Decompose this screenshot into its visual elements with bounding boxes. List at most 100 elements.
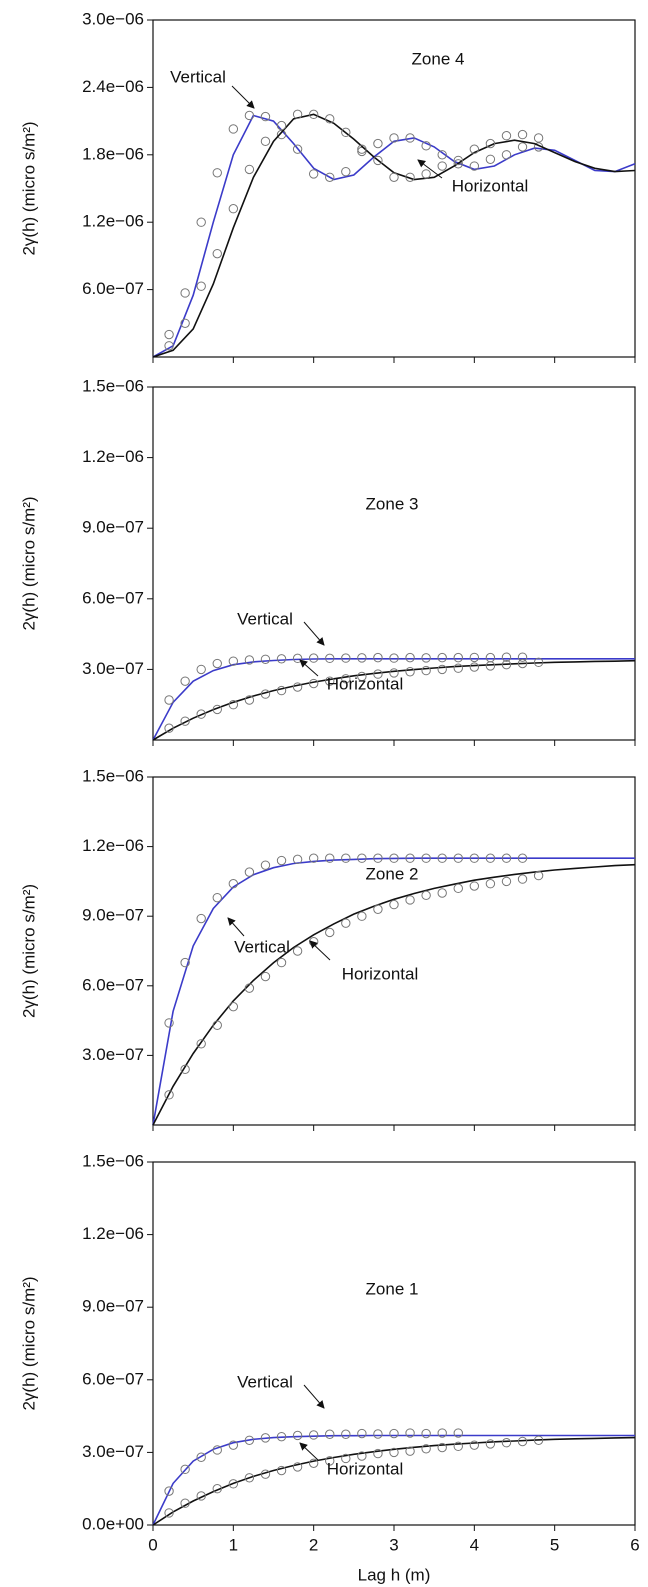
y-tick-label: 1.2e−06 <box>82 1224 144 1243</box>
zone-title: Zone 4 <box>412 49 465 68</box>
experimental-point <box>421 1444 431 1454</box>
experimental-point <box>164 1090 174 1100</box>
experimental-point <box>501 652 512 662</box>
experimental-point <box>260 860 271 870</box>
experimental-point <box>373 138 383 149</box>
curve-label: Vertical <box>170 67 226 86</box>
experimental-point <box>276 120 287 131</box>
experimental-point <box>196 1039 206 1049</box>
experimental-point <box>421 890 431 901</box>
y-tick-label: 2.4e−06 <box>82 77 144 96</box>
experimental-point <box>276 654 287 664</box>
x-tick-label: 5 <box>550 1535 559 1554</box>
experimental-point <box>196 1452 206 1462</box>
experimental-point <box>260 654 271 664</box>
experimental-point <box>357 671 367 682</box>
experimental-point <box>421 853 431 863</box>
experimental-point <box>405 667 415 677</box>
experimental-point <box>212 248 222 259</box>
experimental-point <box>276 129 287 140</box>
experimental-point <box>501 876 512 887</box>
experimental-point <box>212 658 222 669</box>
model-line <box>152 863 636 1126</box>
experimental-point <box>292 946 303 956</box>
experimental-point <box>437 888 447 898</box>
experimental-point <box>292 1462 303 1472</box>
experimental-point <box>517 652 528 662</box>
experimental-point <box>405 853 415 863</box>
experimental-point <box>244 164 255 175</box>
x-tick-label: 2 <box>309 1535 318 1554</box>
y-tick-label: 1.8e−06 <box>82 144 144 163</box>
experimental-point <box>373 1429 383 1439</box>
experimental-point <box>276 1465 287 1476</box>
experimental-point <box>501 150 512 160</box>
experimental-point <box>453 1428 463 1438</box>
experimental-point <box>517 853 528 863</box>
experimental-point <box>228 1001 239 1012</box>
curve-label: Horizontal <box>342 964 419 983</box>
curve-label: Vertical <box>237 609 293 628</box>
experimental-point <box>453 1441 463 1452</box>
zone-title: Zone 3 <box>366 494 419 513</box>
experimental-point <box>244 1473 255 1483</box>
experimental-point <box>260 689 271 699</box>
experimental-point <box>341 653 351 663</box>
experimental-point <box>228 204 239 214</box>
experimental-point <box>389 668 399 678</box>
x-axis-label: Lag h (m) <box>358 1565 431 1584</box>
experimental-point <box>180 288 190 298</box>
annotation-arrow <box>303 1384 325 1409</box>
experimental-point <box>453 883 463 894</box>
annotation-arrow <box>227 917 245 937</box>
experimental-point <box>244 867 255 877</box>
experimental-point <box>405 895 415 905</box>
experimental-point <box>437 652 447 663</box>
experimental-point <box>341 1429 351 1439</box>
y-tick-label: 3.0e−07 <box>82 1045 144 1064</box>
experimental-point <box>228 1479 239 1489</box>
experimental-point <box>212 704 222 715</box>
experimental-point <box>389 1428 399 1439</box>
experimental-point <box>196 709 206 719</box>
experimental-point <box>228 1440 239 1450</box>
experimental-point <box>373 1448 383 1459</box>
experimental-point <box>421 1428 431 1439</box>
experimental-point <box>533 657 544 668</box>
experimental-point <box>437 664 447 675</box>
annotation-arrow <box>231 85 255 109</box>
annotation-arrow <box>303 621 325 646</box>
experimental-point <box>485 138 496 149</box>
experimental-point <box>373 669 383 679</box>
experimental-point <box>357 1428 367 1439</box>
experimental-point <box>341 1453 351 1464</box>
experimental-point <box>341 166 351 177</box>
y-tick-label: 1.2e−06 <box>82 836 144 855</box>
experimental-point <box>357 653 367 663</box>
experimental-point <box>485 1439 496 1449</box>
experimental-point <box>292 854 303 865</box>
experimental-point <box>325 1456 335 1466</box>
experimental-point <box>453 652 463 663</box>
experimental-point <box>485 154 496 164</box>
experimental-point <box>276 855 287 866</box>
experimental-point <box>244 695 255 705</box>
experimental-point <box>292 109 303 120</box>
experimental-point <box>164 341 174 351</box>
experimental-point <box>180 676 190 686</box>
y-tick-label: 1.2e−06 <box>82 447 144 466</box>
y-tick-label: 6.0e−07 <box>82 588 144 607</box>
experimental-point <box>164 1508 174 1518</box>
experimental-point <box>196 664 206 675</box>
experimental-point <box>276 685 287 696</box>
experimental-point <box>260 1433 271 1443</box>
experimental-point <box>292 144 303 154</box>
experimental-point <box>341 127 351 138</box>
experimental-point <box>533 870 544 881</box>
y-axis-label: 2γ(h) (micro s/m²) <box>19 121 38 255</box>
experimental-point <box>341 674 351 684</box>
experimental-point <box>501 853 512 863</box>
experimental-point <box>228 700 239 710</box>
experimental-point <box>453 155 463 166</box>
